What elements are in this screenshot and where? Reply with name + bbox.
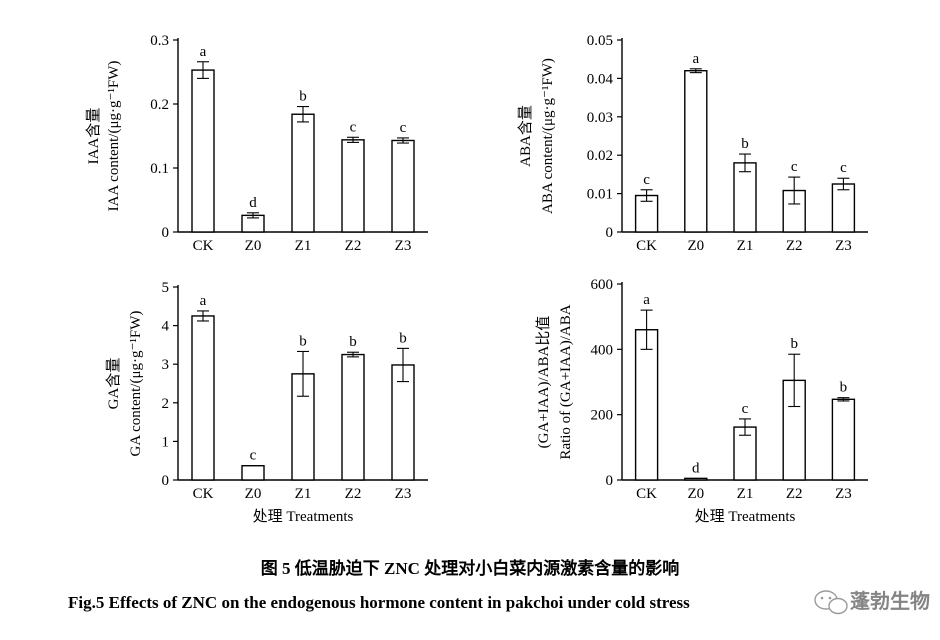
y-tick-label: 0.02 xyxy=(587,148,613,164)
bar-z0 xyxy=(684,477,708,481)
x-tick-label: CK xyxy=(193,486,214,502)
significance-letter: c xyxy=(250,448,257,464)
y-tick-label: 5 xyxy=(162,280,170,296)
y-axis-label-cn: (GA+IAA)/ABA比值 xyxy=(535,316,552,449)
y-axis-label-en: IAA content/(μg·g⁻¹FW) xyxy=(106,61,122,212)
significance-letter: c xyxy=(643,172,650,188)
bar-z3 xyxy=(831,183,856,233)
y-tick-label: 0 xyxy=(162,225,170,241)
y-tick-label: 3 xyxy=(162,357,170,373)
x-tick-label: Z0 xyxy=(687,486,704,502)
x-tick-label: Z3 xyxy=(395,238,412,254)
y-tick-label: 1 xyxy=(162,434,170,450)
significance-letter: b xyxy=(790,336,798,352)
x-tick-label: Z0 xyxy=(245,486,262,502)
bar-z0 xyxy=(684,70,708,233)
y-axis-label-cn: IAA含量 xyxy=(85,108,102,165)
y-tick-label: 0.04 xyxy=(587,71,614,87)
significance-letter: b xyxy=(299,333,307,349)
caption-en: Fig.5 Effects of ZNC on the endogenous h… xyxy=(68,593,690,612)
significance-letter: a xyxy=(200,44,207,60)
y-tick-label: 0.05 xyxy=(587,33,613,49)
bar-z1 xyxy=(291,113,315,233)
significance-letter: b xyxy=(349,334,357,350)
x-tick-label: Z0 xyxy=(687,238,704,254)
caption-cn: 图 5 低温胁迫下 ZNC 处理对小白菜内源激素含量的影响 xyxy=(261,558,679,578)
y-tick-label: 0.01 xyxy=(587,187,613,203)
bar-z3 xyxy=(391,139,415,233)
panel-aba-chart: 0 0.01 0.02 0.03 0.04 0.05 c CK a Z0 b Z1 c Z2 c Z3 ABA含… xyxy=(517,33,868,254)
y-axis-label-en: ABA content/(μg·g⁻¹FW) xyxy=(540,58,556,214)
panel-ga-chart: 0 1 2 3 4 5 a CK c Z0 b Z1 b Z2 b Z3 GA含量 GA content/(μg·… xyxy=(105,280,428,525)
bar-z1 xyxy=(733,162,757,233)
x-tick-label: Z2 xyxy=(345,486,362,502)
significance-letter: c xyxy=(742,401,749,417)
wechat-icon xyxy=(814,590,848,615)
y-axis-label-en: GA content/(μg·g⁻¹FW) xyxy=(128,311,144,457)
y-tick-label: 0 xyxy=(162,473,170,489)
significance-letter: c xyxy=(350,119,357,135)
significance-letter: a xyxy=(643,292,650,308)
x-tick-label: Z2 xyxy=(345,238,362,254)
x-tick-label: Z3 xyxy=(395,486,412,502)
significance-letter: a xyxy=(692,51,699,67)
significance-letter: d xyxy=(692,460,700,476)
bar-z2 xyxy=(341,139,365,233)
watermark: 蓬勃生物 xyxy=(814,589,930,615)
y-axis-label-en: Ratio of (GA+IAA)/ABA xyxy=(558,304,574,459)
x-tick-label: Z1 xyxy=(737,486,754,502)
x-tick-label: CK xyxy=(636,486,657,502)
x-tick-label: Z3 xyxy=(835,238,852,254)
x-tick-label: Z0 xyxy=(245,238,262,254)
significance-letter: a xyxy=(200,293,207,309)
y-tick-label: 0.2 xyxy=(150,97,169,113)
significance-letter: b xyxy=(399,330,407,346)
y-tick-label: 2 xyxy=(162,396,170,412)
watermark-text: 蓬勃生物 xyxy=(850,589,930,613)
significance-letter: c xyxy=(840,160,847,176)
x-axis-title: 处理 Treatments xyxy=(695,508,796,525)
significance-letter: c xyxy=(400,120,407,136)
x-tick-label: CK xyxy=(636,238,657,254)
y-tick-label: 400 xyxy=(591,342,614,358)
x-tick-label: Z2 xyxy=(786,486,803,502)
significance-letter: c xyxy=(791,159,798,175)
y-tick-label: 600 xyxy=(591,277,614,293)
bar-ck xyxy=(191,69,215,233)
bar-ck xyxy=(634,329,659,481)
bar-z3 xyxy=(391,364,415,481)
significance-letter: d xyxy=(249,195,257,211)
x-tick-label: Z3 xyxy=(835,486,852,502)
y-tick-label: 0 xyxy=(606,473,614,489)
y-tick-label: 0.3 xyxy=(150,33,169,49)
panel-iaa-chart: 0 0.1 0.2 0.3 a CK d Z0 b Z1 c Z2 c Z3 IAA含量 IAA conten… xyxy=(85,33,428,254)
x-axis-title: 处理 Treatments xyxy=(253,508,354,525)
x-tick-label: Z1 xyxy=(737,238,754,254)
y-tick-label: 0 xyxy=(606,225,614,241)
bar-ck xyxy=(191,315,215,481)
y-tick-label: 0.1 xyxy=(150,161,169,177)
x-tick-label: Z1 xyxy=(295,238,312,254)
significance-letter: b xyxy=(741,136,749,152)
bar-z3 xyxy=(831,398,856,481)
y-tick-label: 200 xyxy=(591,408,614,424)
y-axis-label-cn: ABA含量 xyxy=(517,105,534,167)
panel-ratio-chart: 0 200 400 600 a CK d Z0 c Z1 b Z2 b Z3 (GA+IAA)/ABA比值 R… xyxy=(535,277,868,525)
y-tick-label: 4 xyxy=(162,319,170,335)
bar-z0 xyxy=(241,465,265,481)
significance-letter: b xyxy=(840,380,848,396)
bar-z2 xyxy=(341,353,365,481)
y-axis-label-cn: GA含量 xyxy=(105,358,122,410)
x-tick-label: Z1 xyxy=(295,486,312,502)
significance-letter: b xyxy=(299,89,307,105)
y-tick-label: 0.03 xyxy=(587,110,613,126)
x-tick-label: CK xyxy=(193,238,214,254)
x-tick-label: Z2 xyxy=(786,238,803,254)
